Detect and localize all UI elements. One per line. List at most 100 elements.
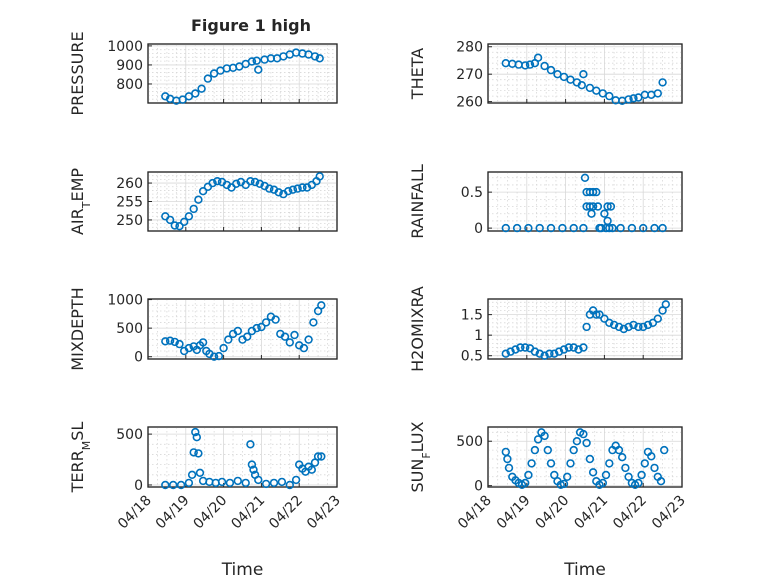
data-point — [317, 301, 326, 310]
data-point — [653, 89, 662, 98]
data-point — [192, 433, 202, 442]
data-point — [658, 223, 667, 233]
data-point — [194, 449, 203, 458]
data-point — [585, 454, 595, 464]
data-point — [650, 463, 659, 473]
data-point — [577, 80, 586, 90]
data-point — [254, 65, 263, 74]
data-point — [233, 326, 243, 336]
data-point — [247, 57, 257, 66]
data-point — [595, 310, 604, 319]
y-tick-label: 500 — [116, 427, 143, 443]
data-point — [543, 445, 552, 455]
data-point — [530, 445, 540, 455]
data-point — [189, 204, 198, 214]
y-axis-label: THETA — [408, 48, 427, 100]
data-point — [503, 454, 512, 464]
data-point — [546, 459, 556, 468]
plot-rainfall: 0 0.5 RAINFALL — [408, 164, 683, 239]
y-tick-label: 0.5 — [461, 349, 483, 365]
data-point — [165, 215, 175, 225]
data-point — [588, 187, 598, 197]
data-point — [658, 78, 667, 87]
plot-frame — [487, 298, 683, 360]
data-point — [588, 202, 598, 211]
data-point — [291, 475, 301, 485]
data-point — [554, 347, 564, 356]
plot-h2omixra: 0.5 1 1.5 H2OMIXRA — [408, 286, 683, 372]
data-point — [257, 322, 266, 332]
x-tick-label: 04/20 — [191, 493, 231, 533]
data-point — [232, 179, 241, 189]
data-point — [506, 347, 515, 356]
data-point — [217, 477, 227, 487]
x-tick-label: 04/22 — [266, 493, 306, 533]
data-point — [170, 221, 180, 230]
data-point — [550, 470, 559, 480]
data-point — [579, 343, 588, 352]
data-point — [214, 351, 224, 361]
data-point — [261, 479, 271, 489]
data-point — [315, 54, 324, 63]
data-point — [309, 318, 318, 327]
data-point — [601, 470, 611, 480]
data-point — [559, 479, 569, 489]
data-point — [501, 349, 510, 358]
data-point — [605, 318, 614, 327]
data-point — [298, 183, 307, 192]
data-point — [634, 322, 643, 332]
data-point — [535, 349, 544, 358]
data-point — [269, 478, 279, 488]
data-point — [562, 472, 572, 481]
x-tick-label: 04/21 — [228, 493, 268, 533]
data-point — [243, 332, 252, 341]
data-point — [550, 349, 559, 358]
data-point — [659, 445, 669, 455]
data-point — [516, 343, 525, 352]
data-point — [175, 222, 184, 231]
x-tick-label: 04/19 — [494, 493, 534, 533]
data-point — [203, 74, 213, 83]
data-point — [638, 322, 648, 332]
y-axis-label: TERRMSL — [68, 422, 93, 494]
plot-frame — [147, 426, 338, 488]
data-point — [175, 339, 184, 349]
plot-frame — [147, 298, 338, 360]
data-point — [213, 177, 222, 186]
data-point — [313, 452, 323, 461]
data-point — [540, 351, 549, 360]
x-tick-label: 04/18 — [455, 493, 495, 533]
data-point — [656, 477, 666, 486]
y-tick-label: 0.5 — [461, 185, 483, 201]
data-point — [600, 314, 609, 323]
y-tick-label: 1 — [474, 328, 483, 344]
data-point — [579, 223, 588, 233]
y-tick-label: 250 — [116, 213, 143, 229]
x-tick-label: 04/18 — [115, 493, 155, 533]
data-point — [524, 223, 533, 233]
data-point — [605, 223, 614, 233]
y-tick-label: 0 — [134, 350, 143, 366]
y-axis-label: H2OMIXRA — [408, 286, 427, 372]
data-point — [545, 349, 554, 358]
x-tick-label: 04/21 — [571, 493, 611, 533]
data-point — [194, 195, 203, 204]
y-tick-label: 280 — [456, 40, 483, 56]
y-tick-label: 800 — [116, 77, 143, 93]
x-tick-label: 04/19 — [153, 493, 193, 533]
data-point — [241, 478, 250, 488]
data-point — [277, 477, 287, 487]
data-point — [209, 352, 219, 361]
data-point — [184, 212, 194, 221]
data-point — [317, 452, 326, 461]
data-point — [520, 478, 530, 488]
data-point — [540, 431, 549, 441]
y-tick-label: 0 — [474, 221, 483, 237]
data-point — [614, 322, 624, 332]
data-point — [629, 94, 638, 103]
data-point — [647, 452, 656, 461]
data-point — [605, 91, 614, 101]
data-point — [638, 223, 648, 233]
y-tick-label: 1000 — [107, 293, 143, 309]
